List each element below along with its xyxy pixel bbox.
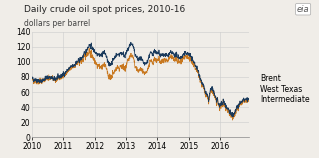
Legend: Brent, West Texas
Intermediate: Brent, West Texas Intermediate (259, 74, 310, 104)
Text: dollars per barrel: dollars per barrel (24, 19, 90, 28)
Text: Daily crude oil spot prices, 2010-16: Daily crude oil spot prices, 2010-16 (24, 5, 185, 14)
Text: eia: eia (297, 5, 309, 14)
